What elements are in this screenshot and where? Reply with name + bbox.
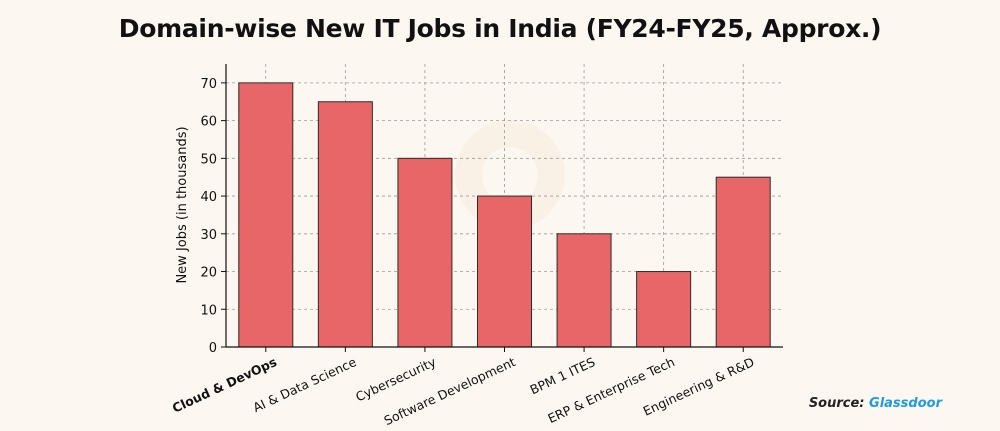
y-axis-label: New Jobs (in thousands) (175, 126, 190, 283)
y-ticks: 0 10 20 30 40 50 60 70 (200, 77, 226, 356)
y-tick-label: 10 (200, 303, 217, 318)
y-tick-label: 50 (200, 152, 217, 167)
chart-title: Domain-wise New IT Jobs in India (FY24-F… (118, 14, 882, 43)
bar (317, 101, 373, 348)
y-tick-label: 70 (200, 77, 217, 92)
y-tick-label: 20 (200, 266, 217, 281)
source-label: Source: (808, 396, 865, 411)
bar (397, 157, 453, 348)
bar (715, 176, 771, 348)
bar (556, 233, 612, 348)
x-tick-label: ERP & Enterprise Tech (545, 354, 676, 426)
bar (477, 195, 532, 348)
x-tick-label: BPM 1 ITES (528, 354, 598, 397)
bars (238, 82, 771, 348)
y-tick-label: 0 (209, 341, 217, 356)
x-tick-label: Software Development (382, 354, 518, 428)
y-tick-label: 40 (200, 190, 217, 205)
y-tick-label: 60 (200, 115, 217, 130)
bar (636, 271, 692, 348)
source-note: Source: Glassdoor (809, 396, 942, 411)
y-tick-label: 30 (200, 228, 217, 243)
source-brand: Glassdoor (869, 396, 942, 411)
bar (238, 82, 294, 348)
